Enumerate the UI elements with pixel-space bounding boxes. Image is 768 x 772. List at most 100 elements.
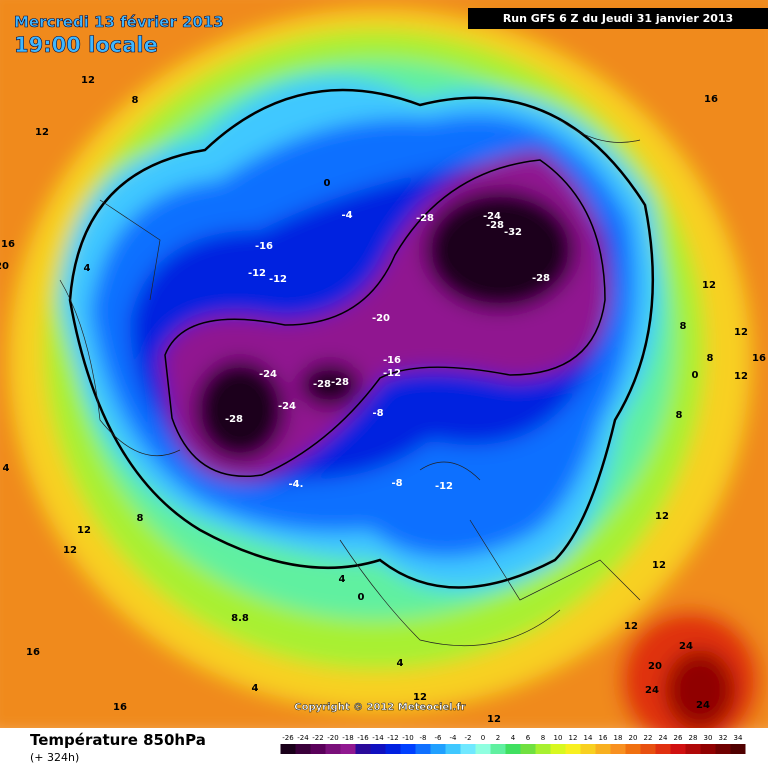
contour-label: 0	[358, 592, 365, 603]
contour-label: 12	[77, 525, 91, 536]
isotherm	[164, 159, 606, 477]
contour-label: -4.	[289, 479, 304, 490]
colorbar-tick-label: -22	[312, 734, 323, 742]
colorbar-swatch	[400, 744, 416, 754]
colorbar-tick-label: 30	[704, 734, 713, 742]
colorbar-tick-label: -12	[387, 734, 398, 742]
footer-title: Température 850hPa	[30, 731, 206, 749]
colorbar-tick-label: 14	[584, 734, 593, 742]
contour-label: -12	[248, 268, 266, 279]
contour-label: 4	[339, 574, 346, 585]
contour-label: -16	[255, 241, 273, 252]
colorbar-tick-label: 32	[719, 734, 728, 742]
run-info: Run GFS 6 Z du Jeudi 31 janvier 2013	[503, 12, 733, 25]
contour-label: -24	[278, 401, 296, 412]
colorbar-swatch	[355, 744, 371, 754]
colorbar-swatch	[550, 744, 566, 754]
colorbar-swatch	[655, 744, 671, 754]
footer-subtitle: (+ 324h)	[30, 751, 79, 764]
contour-label: -20	[372, 313, 390, 324]
contour-label: -28	[331, 377, 349, 388]
colorbar-tick-label: 6	[526, 734, 531, 742]
contour-label: 12	[702, 280, 716, 291]
colorbar-swatch	[565, 744, 581, 754]
copyright: Copyright © 2012 Meteociel.fr	[294, 702, 465, 713]
colorbar-tick-label: 0	[481, 734, 485, 742]
contour-label: 12	[35, 127, 49, 138]
contour-label: 8	[707, 353, 714, 364]
colorbar-tick-label: -16	[357, 734, 369, 742]
time: 19:00 locale	[14, 33, 158, 57]
contour-label: 12	[734, 327, 748, 338]
run-box	[468, 8, 768, 29]
colorbar-swatch	[670, 744, 686, 754]
colorbar-swatch	[445, 744, 461, 754]
colorbar-tick-label: 8	[541, 734, 545, 742]
colorbar-tick-label: 20	[629, 734, 638, 742]
colorbar-swatch	[625, 744, 641, 754]
contour-label: 12	[734, 371, 748, 382]
colorbar-swatch	[430, 744, 446, 754]
contour-label: 4	[397, 658, 404, 669]
colorbar-tick-label: 10	[554, 734, 563, 742]
colorbar: -26 -24 -22 -20 -18 -16 -14 -12 -10 -8 -6 -4 -2 0 2 4 6 8…	[280, 734, 746, 754]
colorbar-tick-label: 28	[689, 734, 698, 742]
colorbar-tick-label: 4	[511, 734, 516, 742]
contour-label: 12	[413, 692, 427, 703]
contour-label: -32	[504, 227, 522, 238]
colorbar-tick-label: 18	[614, 734, 623, 742]
colorbar-tick-label: 34	[734, 734, 743, 742]
colorbar-swatch	[580, 744, 596, 754]
contour-label: -12	[383, 368, 401, 379]
colorbar-tick-label: 22	[644, 734, 653, 742]
contour-label: -12	[269, 274, 287, 285]
colorbar-swatch	[505, 744, 521, 754]
colorbar-swatch	[310, 744, 326, 754]
contour-label: -24	[483, 211, 501, 222]
contour-label: 20	[0, 261, 9, 272]
colorbar-swatch	[385, 744, 401, 754]
contour-label: -4	[341, 210, 352, 221]
contour-label: 12	[63, 545, 77, 556]
contour-label: 8.8	[231, 613, 249, 624]
colorbar-swatch	[370, 744, 386, 754]
contour-label: -28	[416, 213, 434, 224]
colorbar-tick-label: 2	[496, 734, 500, 742]
contour-label: 16	[704, 94, 718, 105]
colorbar-swatch	[490, 744, 506, 754]
contour-label: 0	[692, 370, 699, 381]
contour-label: 16	[752, 353, 766, 364]
contour-labels: 12812162040-4-16-12-12-28-24-28-32-28-20…	[0, 75, 766, 725]
contour-label: -28	[225, 414, 243, 425]
contour-label: 12	[652, 560, 666, 571]
contour-label: -28	[313, 379, 331, 390]
colorbar-tick-label: -10	[402, 734, 413, 742]
contour-label: 12	[624, 621, 638, 632]
contour-label: -8	[391, 478, 402, 489]
contour-label: 16	[26, 647, 40, 658]
colorbar-tick-label: 24	[659, 734, 668, 742]
colorbar-tick-label: -6	[435, 734, 443, 742]
colorbar-swatch	[280, 744, 296, 754]
contour-label: 12	[487, 714, 501, 725]
colorbar-swatch	[610, 744, 626, 754]
colorbar-swatch	[700, 744, 716, 754]
contour-label: 24	[679, 641, 693, 652]
colorbar-tick-label: 16	[599, 734, 608, 742]
colorbar-swatch	[460, 744, 476, 754]
colorbar-swatch	[340, 744, 356, 754]
contour-label: 12	[655, 511, 669, 522]
contour-label: 0	[324, 178, 331, 189]
colorbar-swatch	[535, 744, 551, 754]
temperature-field	[0, 0, 768, 750]
contour-label: -28	[486, 220, 504, 231]
colorbar-swatch	[595, 744, 611, 754]
colorbar-tick-label: -20	[327, 734, 338, 742]
contour-label: 12	[81, 75, 95, 86]
colorbar-tick-label: -18	[342, 734, 353, 742]
colorbar-tick-label: -14	[372, 734, 384, 742]
contour-label: -8	[372, 408, 383, 419]
contour-label: -24	[259, 369, 277, 380]
colorbar-tick-label: -24	[297, 734, 309, 742]
